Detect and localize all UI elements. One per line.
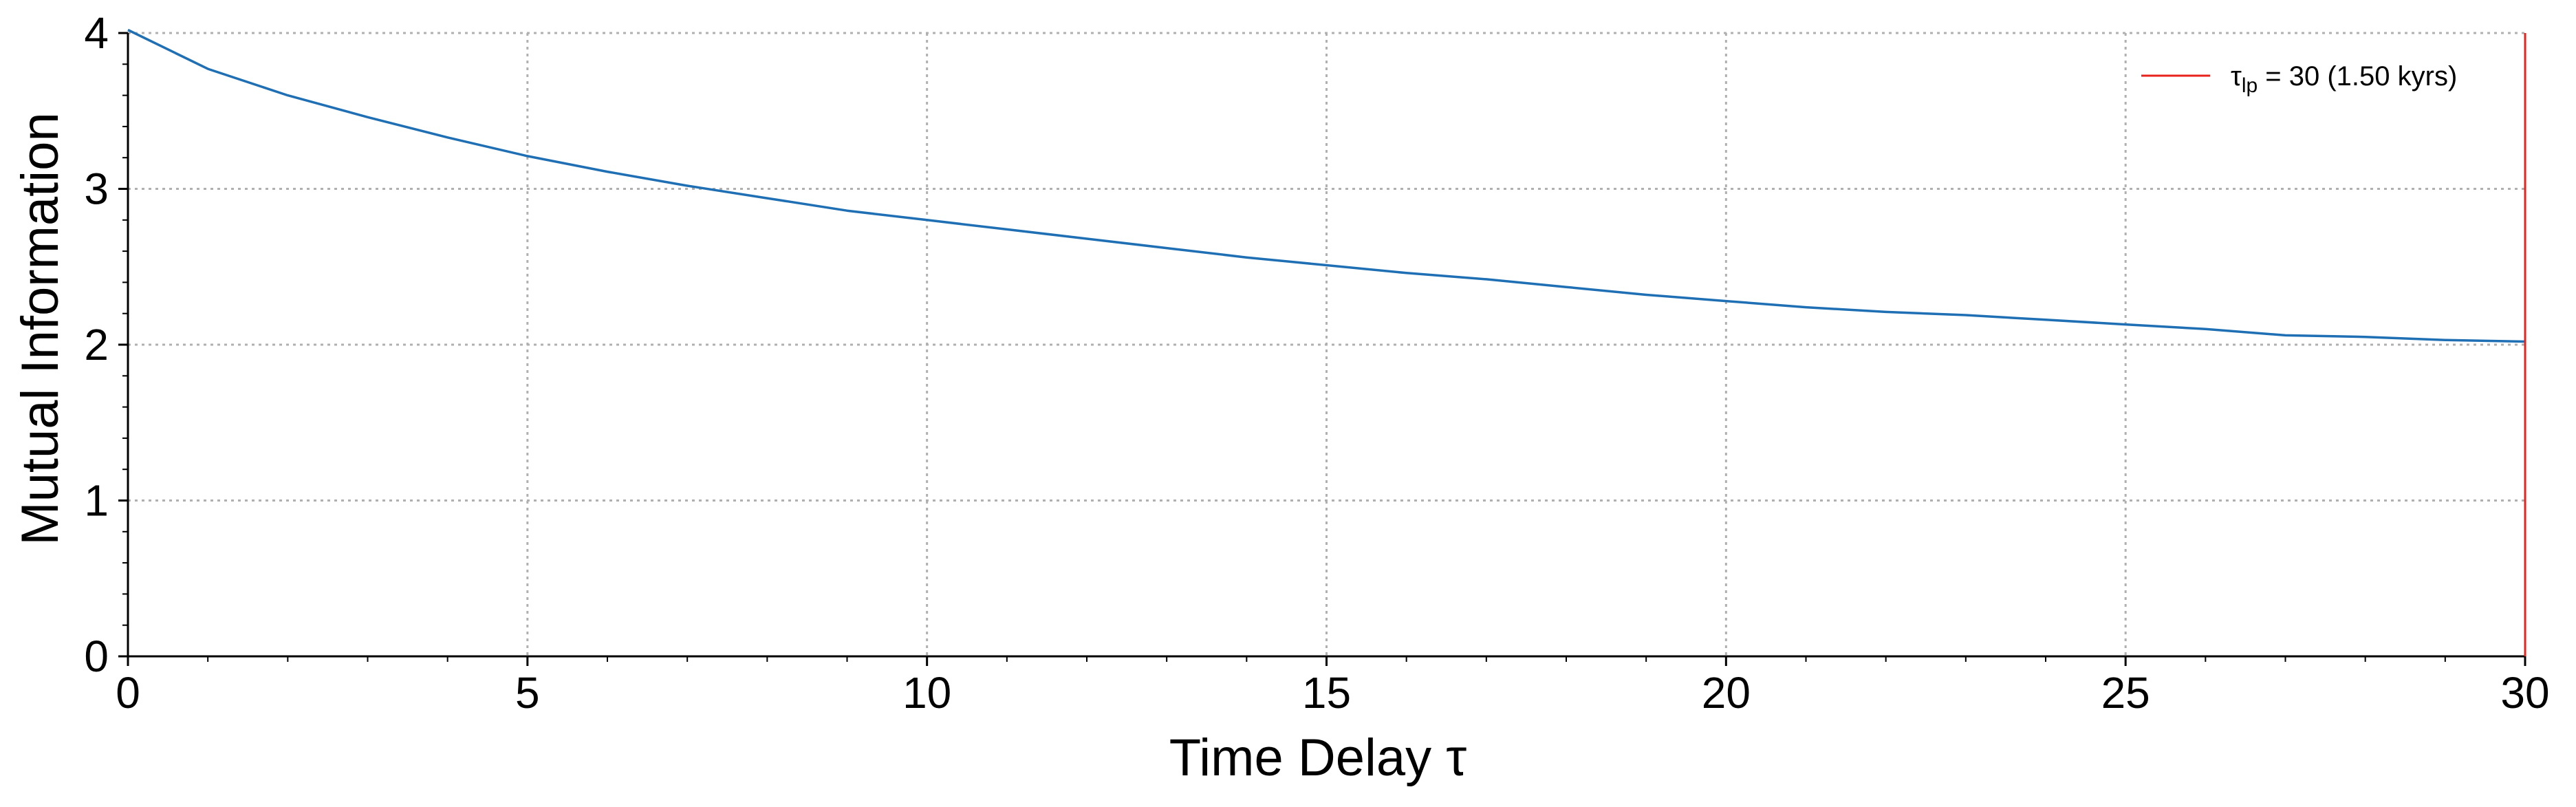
y-tick-labels: 0 1 2 3 4 — [84, 8, 109, 681]
legend-rest: = 30 (1.50 kyrs) — [2258, 61, 2457, 92]
legend-subscript: lp — [2242, 74, 2258, 97]
grid — [128, 32, 2526, 656]
legend: τlp = 30 (1.50 kyrs) — [2141, 61, 2457, 97]
x-tick-labels: 0 5 10 15 20 25 30 — [116, 668, 2549, 718]
legend-label: τlp = 30 (1.50 kyrs) — [2231, 61, 2457, 97]
x-tick-label: 30 — [2500, 668, 2549, 718]
x-tick-label: 20 — [1702, 668, 1751, 718]
major-ticks — [118, 32, 2526, 666]
axes — [127, 33, 2525, 658]
y-tick-label: 1 — [84, 476, 109, 526]
y-tick-label: 3 — [84, 164, 109, 214]
x-tick-label: 25 — [2101, 668, 2150, 718]
y-axis-title: Mutual Information — [11, 112, 69, 545]
minor-ticks — [122, 63, 2446, 662]
x-tick-label: 5 — [515, 668, 540, 718]
series-layer — [127, 28, 2526, 343]
y-tick-label: 4 — [84, 8, 109, 58]
legend-symbol: τ — [2231, 61, 2242, 92]
y-tick-label: 0 — [84, 632, 109, 681]
series-line — [127, 28, 2526, 343]
x-tick-label: 0 — [116, 668, 140, 718]
x-axis-title: Time Delay τ — [1169, 729, 1467, 787]
x-tick-label: 10 — [902, 668, 951, 718]
x-tick-label: 15 — [1302, 668, 1351, 718]
y-tick-label: 2 — [84, 320, 109, 369]
